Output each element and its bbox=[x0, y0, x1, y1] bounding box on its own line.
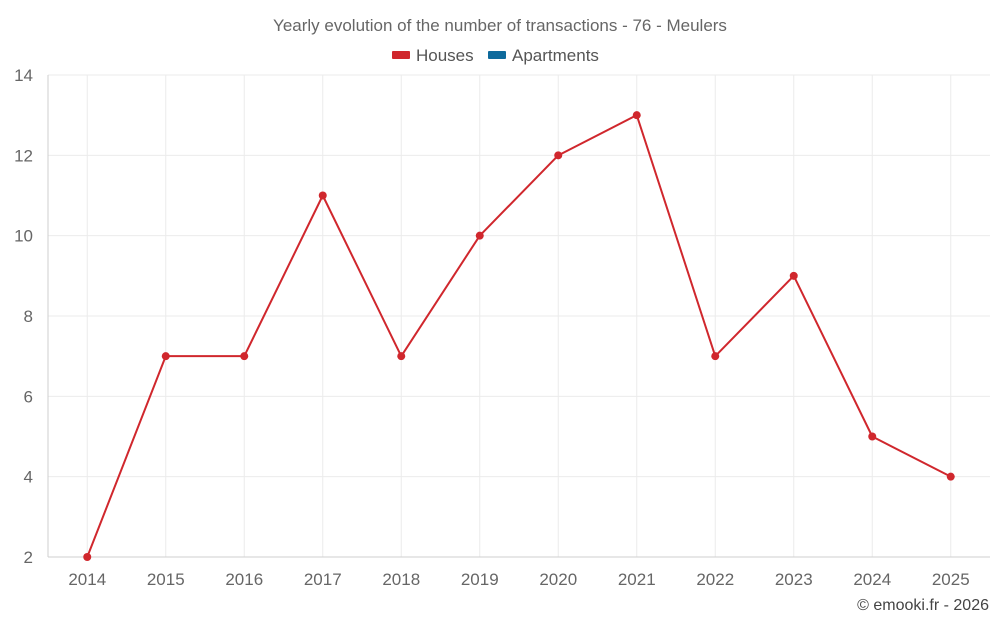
legend: Houses Apartments bbox=[392, 46, 599, 65]
data-point-houses[interactable] bbox=[868, 432, 877, 441]
y-tick-label: 4 bbox=[24, 468, 33, 487]
y-axis-ticks: 2 4 6 8 10 12 14 bbox=[14, 66, 33, 567]
series-houses bbox=[83, 111, 955, 561]
chart-title: Yearly evolution of the number of transa… bbox=[273, 16, 727, 35]
y-tick-label: 6 bbox=[24, 387, 33, 406]
x-tick-label: 2020 bbox=[539, 570, 577, 589]
x-tick-label: 2021 bbox=[618, 570, 656, 589]
y-tick-label: 12 bbox=[14, 146, 33, 165]
x-tick-label: 2025 bbox=[932, 570, 970, 589]
data-point-houses[interactable] bbox=[946, 472, 955, 481]
x-tick-label: 2016 bbox=[225, 570, 263, 589]
data-point-houses[interactable] bbox=[711, 352, 720, 361]
legend-item-apartments[interactable]: Apartments bbox=[488, 46, 599, 65]
x-tick-label: 2014 bbox=[68, 570, 106, 589]
legend-swatch-houses bbox=[392, 51, 410, 59]
y-tick-label: 8 bbox=[24, 307, 33, 326]
axes bbox=[47, 75, 990, 558]
y-tick-label: 14 bbox=[14, 66, 33, 85]
data-point-houses[interactable] bbox=[397, 352, 406, 361]
legend-swatch-apartments bbox=[488, 51, 506, 59]
series-line-houses bbox=[86, 114, 952, 558]
x-tick-label: 2023 bbox=[775, 570, 813, 589]
data-point-houses[interactable] bbox=[240, 352, 249, 361]
data-point-houses[interactable] bbox=[632, 111, 641, 120]
credit-text: © emooki.fr - 2026 bbox=[857, 597, 989, 614]
x-tick-label: 2015 bbox=[147, 570, 185, 589]
data-point-houses[interactable] bbox=[789, 271, 798, 280]
y-tick-label: 2 bbox=[24, 548, 33, 567]
x-tick-label: 2022 bbox=[696, 570, 734, 589]
x-tick-label: 2024 bbox=[853, 570, 891, 589]
legend-label-houses: Houses bbox=[416, 46, 474, 65]
x-tick-label: 2017 bbox=[304, 570, 342, 589]
data-point-houses[interactable] bbox=[83, 553, 92, 561]
x-tick-label: 2019 bbox=[461, 570, 499, 589]
y-tick-label: 10 bbox=[14, 227, 33, 246]
x-axis-ticks: 2014 2015 2016 2017 2018 2019 2020 2021 2022 2023… bbox=[68, 570, 969, 589]
x-tick-label: 2018 bbox=[382, 570, 420, 589]
data-point-houses[interactable] bbox=[554, 151, 563, 160]
data-point-houses[interactable] bbox=[475, 231, 484, 240]
data-point-houses[interactable] bbox=[161, 352, 170, 361]
data-point-houses[interactable] bbox=[318, 191, 327, 200]
legend-item-houses[interactable]: Houses bbox=[392, 46, 474, 65]
legend-label-apartments: Apartments bbox=[512, 46, 599, 65]
grid bbox=[48, 74, 990, 557]
